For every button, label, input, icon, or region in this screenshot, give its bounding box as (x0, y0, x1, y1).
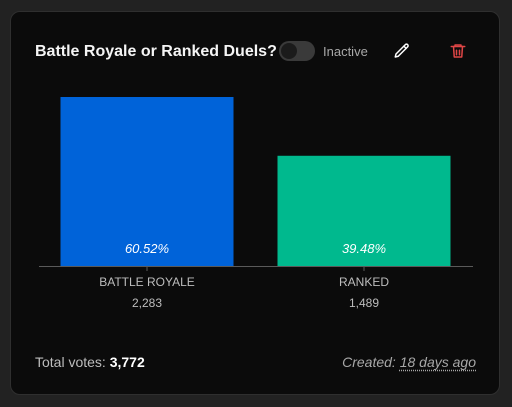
total-votes-value: 3,772 (109, 354, 145, 370)
vote-count-ranked: 1,489 (349, 296, 379, 310)
percent-label-battle-royale: 60.52% (125, 241, 169, 256)
poll-title: Battle Royale or Ranked Duels? (35, 43, 277, 60)
created-date: Created: 18 days ago (342, 354, 476, 370)
category-label-ranked: RANKED (339, 275, 389, 289)
created-label: Created: (342, 354, 396, 370)
delete-button[interactable] (446, 39, 470, 63)
poll-card: Battle Royale or Ranked Duels? Inactive … (10, 11, 500, 395)
toggle-label: Inactive (323, 44, 368, 59)
percent-label-ranked: 39.48% (342, 241, 386, 256)
total-votes: Total votes: 3,772 (35, 354, 145, 370)
trash-icon (450, 44, 466, 58)
created-value[interactable]: 18 days ago (399, 354, 476, 370)
category-label-battle-royale: BATTLE ROYALE (99, 275, 195, 289)
poll-results-chart: 60.52% BATTLE ROYALE 2,283 39.48% RANKED 1,48… (39, 97, 473, 310)
bar-ranked (277, 155, 451, 266)
bar-battle-royale (60, 97, 234, 266)
toggle-knob (281, 43, 297, 59)
edit-button[interactable] (390, 39, 414, 63)
total-votes-label: Total votes: (35, 354, 106, 370)
vote-count-battle-royale: 2,283 (132, 296, 162, 310)
active-toggle[interactable] (279, 41, 315, 61)
pencil-icon (394, 43, 409, 58)
